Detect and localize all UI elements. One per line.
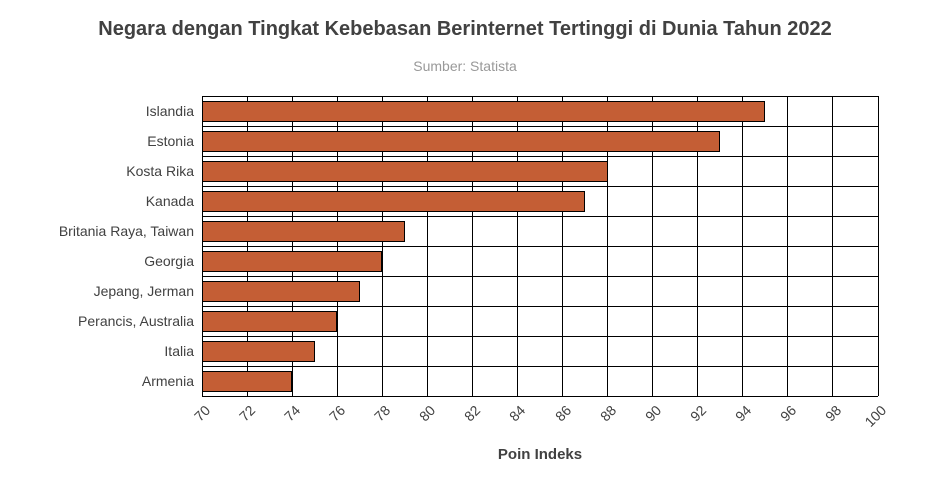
x-tick-label: 90 [642,402,664,424]
gridline-horizontal [202,216,878,217]
chart-subtitle: Sumber: Statista [0,58,930,74]
gridline-horizontal [202,276,878,277]
plot-area [202,96,878,396]
y-category-label: Estonia [147,133,194,149]
y-category-label: Kosta Rika [126,163,194,179]
y-category-label: Kanada [146,193,194,209]
bar [202,311,337,332]
y-category-label: Italia [164,343,194,359]
y-category-label: Armenia [142,373,194,389]
bar [202,281,360,302]
y-category-label: Georgia [144,253,194,269]
bar [202,101,765,122]
y-category-label: Britania Raya, Taiwan [59,223,194,239]
bar [202,251,382,272]
x-tick-label: 94 [732,402,754,424]
gridline-horizontal [202,246,878,247]
x-tick-label: 72 [236,402,258,424]
y-category-label: Islandia [146,103,194,119]
chart-title: Negara dengan Tingkat Kebebasan Berinter… [0,18,930,41]
chart-container: Negara dengan Tingkat Kebebasan Berinter… [0,0,930,504]
bar [202,221,405,242]
x-tick-label: 82 [461,402,483,424]
gridline-horizontal [202,126,878,127]
bar [202,371,292,392]
y-category-label: Jepang, Jerman [94,283,194,299]
x-tick-label: 78 [371,402,393,424]
x-tick-label: 86 [552,402,574,424]
x-axis-label: Poin Indeks [202,446,878,463]
bar [202,161,608,182]
gridline-horizontal [202,186,878,187]
x-tick-label: 76 [326,402,348,424]
x-tick-label: 100 [861,402,889,430]
bar [202,131,720,152]
gridline-horizontal [202,96,878,97]
x-tick-label: 92 [687,402,709,424]
x-tick-label: 80 [416,402,438,424]
gridline-horizontal [202,336,878,337]
y-category-label: Perancis, Australia [78,313,194,329]
x-tick-label: 98 [822,402,844,424]
gridline-horizontal [202,366,878,367]
gridline-horizontal [202,306,878,307]
gridline-horizontal [202,156,878,157]
x-tick-label: 84 [506,402,528,424]
x-tick-label: 96 [777,402,799,424]
x-tick-label: 88 [597,402,619,424]
x-tick-label: 70 [191,402,213,424]
x-tick-label: 74 [281,402,303,424]
gridline-horizontal [202,396,878,397]
bar [202,341,315,362]
bar [202,191,585,212]
